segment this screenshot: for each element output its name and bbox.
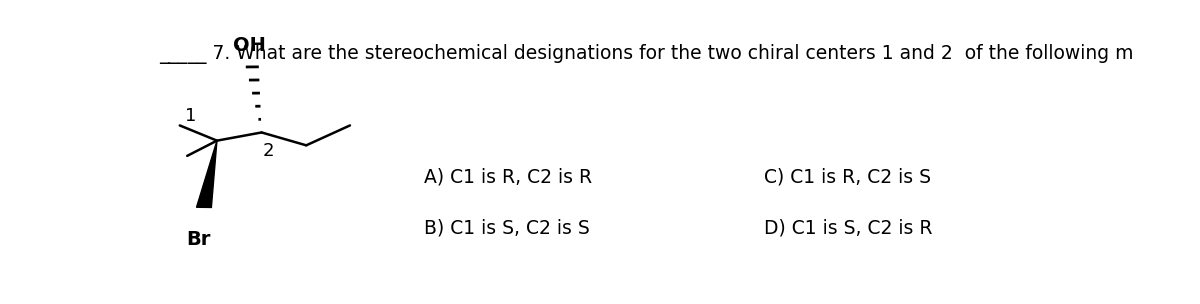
Text: 1: 1 <box>185 107 197 125</box>
Text: _____ 7. What are the stereochemical designations for the two chiral centers 1 a: _____ 7. What are the stereochemical des… <box>160 43 1134 64</box>
Polygon shape <box>197 141 217 207</box>
Text: Br: Br <box>186 230 210 249</box>
Text: A) C1 is R, C2 is R: A) C1 is R, C2 is R <box>425 168 593 186</box>
Text: D) C1 is S, C2 is R: D) C1 is S, C2 is R <box>764 219 932 238</box>
Text: 2: 2 <box>263 142 274 160</box>
Text: C) C1 is R, C2 is S: C) C1 is R, C2 is S <box>764 168 931 186</box>
Text: B) C1 is S, C2 is S: B) C1 is S, C2 is S <box>425 219 590 238</box>
Text: OH: OH <box>233 36 266 55</box>
